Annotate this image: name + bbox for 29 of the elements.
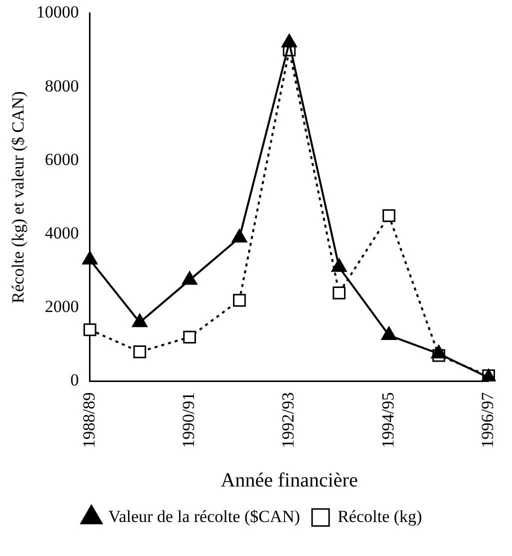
y-tick-label: 6000 (44, 150, 79, 169)
point (282, 34, 297, 48)
y-tick-label: 8000 (44, 76, 79, 96)
x-tick-label: 1992/93 (278, 392, 298, 448)
x-tick-label: 1996/97 (478, 392, 498, 448)
point (232, 228, 248, 242)
x-tick-label: 1990/91 (179, 392, 198, 448)
point (431, 344, 446, 358)
point (331, 258, 347, 272)
point (133, 345, 146, 358)
point (332, 286, 346, 300)
legend-label: Récolte (kg) (338, 506, 422, 526)
point (183, 330, 196, 344)
y-axis-title: Récolte (kg) et valeur ($ CAN) (8, 91, 28, 304)
y-tick-label: 0 (70, 370, 79, 390)
point (381, 326, 397, 340)
x-tick-label: 1994/95 (378, 392, 398, 448)
legend-label: Valeur de la récolte ($CAN) (108, 506, 300, 526)
y-tick-label: 2000 (44, 297, 79, 316)
point (83, 323, 96, 336)
x-tick-label: 1988/89 (79, 392, 98, 448)
point (382, 209, 396, 222)
y-tick-label: 10000 (36, 2, 79, 22)
point (182, 271, 198, 285)
point (132, 314, 148, 328)
y-tick-label: 4000 (44, 224, 79, 243)
point (82, 251, 98, 265)
x-axis-title: Année financière (220, 469, 358, 492)
point (233, 294, 246, 307)
